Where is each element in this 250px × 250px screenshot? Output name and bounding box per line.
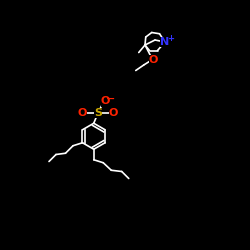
Text: −: − bbox=[106, 94, 115, 104]
Text: O: O bbox=[78, 108, 87, 118]
Text: O: O bbox=[149, 55, 158, 65]
Text: O: O bbox=[109, 108, 118, 118]
Text: S: S bbox=[94, 108, 102, 118]
Text: N: N bbox=[160, 37, 170, 47]
Text: +: + bbox=[167, 34, 174, 43]
Text: O: O bbox=[100, 96, 110, 106]
